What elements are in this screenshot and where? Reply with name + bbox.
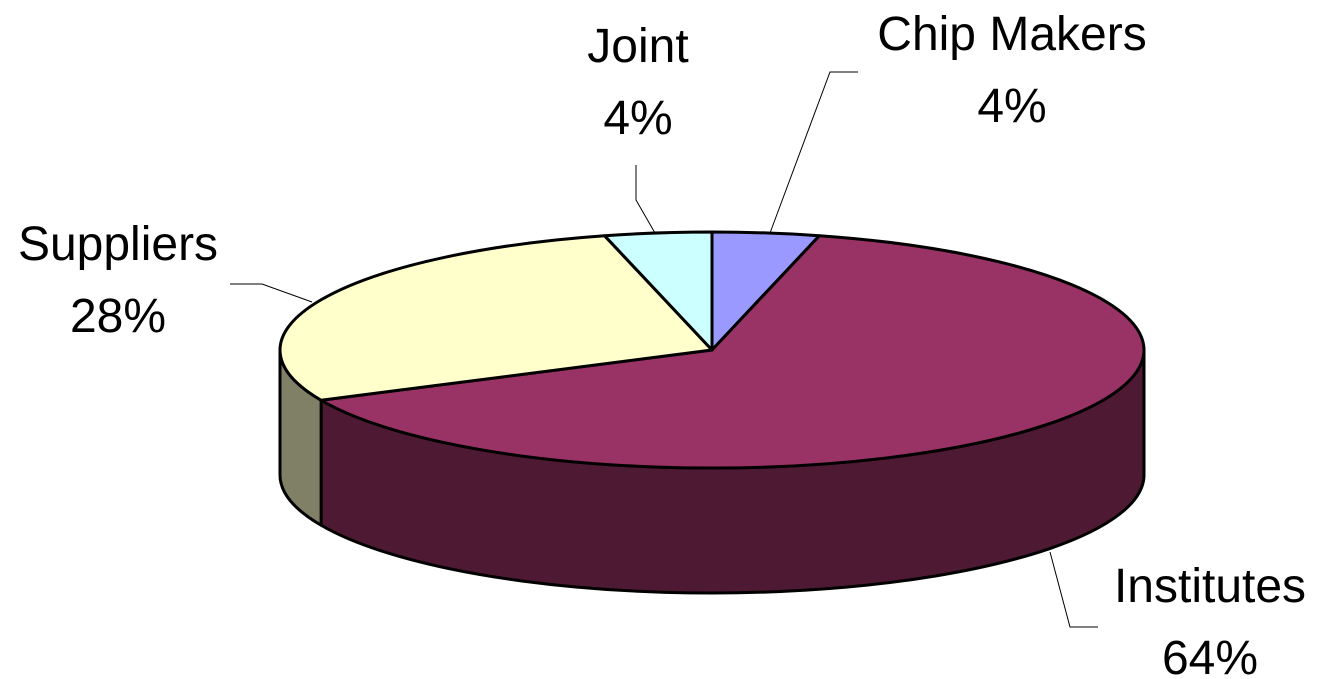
label-chip-makers-name: Chip Makers [877,8,1146,61]
label-joint-value: 4% [603,92,672,145]
label-suppliers-value: 28% [70,290,166,343]
label-suppliers-name: Suppliers [18,218,218,271]
pie-slice-suppliers [278,234,714,402]
slice-labels: Chip Makers 4% Joint 4% Suppliers 28% In… [18,8,1306,679]
label-institutes-value: 64% [1162,632,1258,679]
pie-slice-institutes [319,234,1146,470]
label-joint-name: Joint [587,20,688,73]
pie-tops [278,230,1146,470]
label-chip-makers-value: 4% [977,80,1046,133]
label-institutes-name: Institutes [1114,560,1306,613]
leader-line-suppliers [230,283,313,303]
leader-lines [230,71,1098,628]
leader-line-institutes [1049,551,1098,628]
leader-line-chip-makers [769,71,858,234]
leader-line-joint [635,165,656,234]
pie-slice-joint [603,230,714,352]
